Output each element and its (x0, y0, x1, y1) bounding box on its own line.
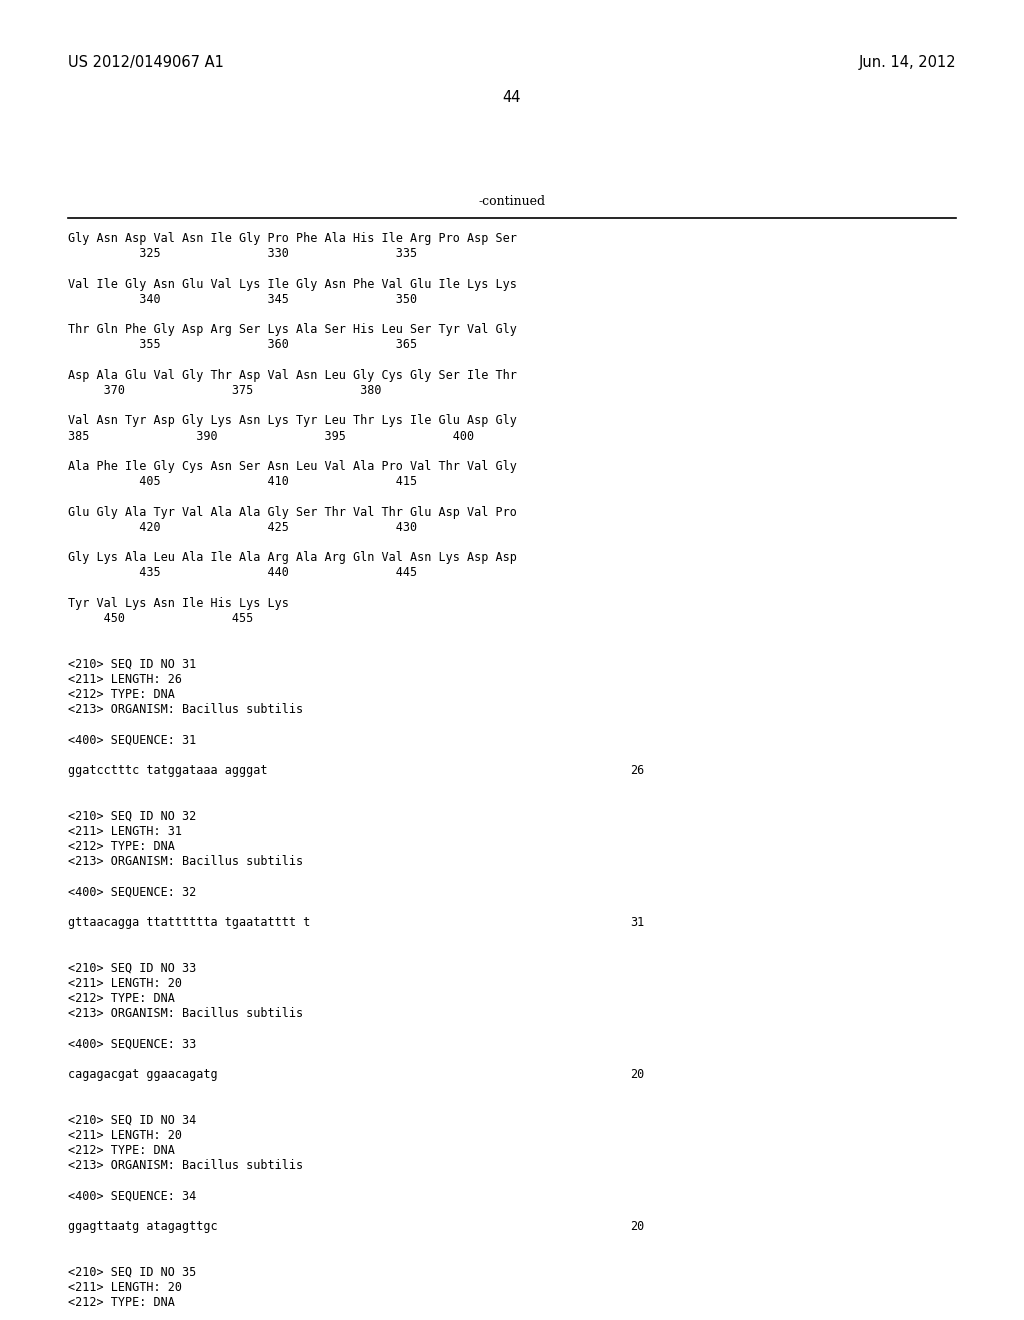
Text: cagagacgat ggaacagatg: cagagacgat ggaacagatg (68, 1068, 218, 1081)
Text: gttaacagga ttatttttta tgaatatttt t: gttaacagga ttatttttta tgaatatttt t (68, 916, 310, 929)
Text: <211> LENGTH: 26: <211> LENGTH: 26 (68, 673, 182, 686)
Text: <210> SEQ ID NO 33: <210> SEQ ID NO 33 (68, 961, 197, 974)
Text: <211> LENGTH: 31: <211> LENGTH: 31 (68, 825, 182, 838)
Text: <213> ORGANISM: Bacillus subtilis: <213> ORGANISM: Bacillus subtilis (68, 1159, 303, 1172)
Text: <213> ORGANISM: Bacillus subtilis: <213> ORGANISM: Bacillus subtilis (68, 1007, 303, 1020)
Text: Tyr Val Lys Asn Ile His Lys Lys: Tyr Val Lys Asn Ile His Lys Lys (68, 597, 289, 610)
Text: <400> SEQUENCE: 34: <400> SEQUENCE: 34 (68, 1189, 197, 1203)
Text: <211> LENGTH: 20: <211> LENGTH: 20 (68, 1129, 182, 1142)
Text: Gly Lys Ala Leu Ala Ile Ala Arg Ala Arg Gln Val Asn Lys Asp Asp: Gly Lys Ala Leu Ala Ile Ala Arg Ala Arg … (68, 552, 517, 564)
Text: <212> TYPE: DNA: <212> TYPE: DNA (68, 993, 175, 1005)
Text: Val Asn Tyr Asp Gly Lys Asn Lys Tyr Leu Thr Lys Ile Glu Asp Gly: Val Asn Tyr Asp Gly Lys Asn Lys Tyr Leu … (68, 414, 517, 428)
Text: Val Ile Gly Asn Glu Val Lys Ile Gly Asn Phe Val Glu Ile Lys Lys: Val Ile Gly Asn Glu Val Lys Ile Gly Asn … (68, 277, 517, 290)
Text: 420               425               430: 420 425 430 (68, 521, 417, 533)
Text: Thr Gln Phe Gly Asp Arg Ser Lys Ala Ser His Leu Ser Tyr Val Gly: Thr Gln Phe Gly Asp Arg Ser Lys Ala Ser … (68, 323, 517, 337)
Text: <210> SEQ ID NO 32: <210> SEQ ID NO 32 (68, 809, 197, 822)
Text: <400> SEQUENCE: 33: <400> SEQUENCE: 33 (68, 1038, 197, 1051)
Text: <213> ORGANISM: Bacillus subtilis: <213> ORGANISM: Bacillus subtilis (68, 855, 303, 869)
Text: 31: 31 (630, 916, 644, 929)
Text: <211> LENGTH: 20: <211> LENGTH: 20 (68, 977, 182, 990)
Text: <213> ORGANISM: Bacillus subtilis: <213> ORGANISM: Bacillus subtilis (68, 704, 303, 717)
Text: <400> SEQUENCE: 32: <400> SEQUENCE: 32 (68, 886, 197, 899)
Text: <210> SEQ ID NO 34: <210> SEQ ID NO 34 (68, 1114, 197, 1126)
Text: 340               345               350: 340 345 350 (68, 293, 417, 306)
Text: US 2012/0149067 A1: US 2012/0149067 A1 (68, 55, 224, 70)
Text: 355               360               365: 355 360 365 (68, 338, 417, 351)
Text: 450               455: 450 455 (68, 612, 253, 624)
Text: Gly Asn Asp Val Asn Ile Gly Pro Phe Ala His Ile Arg Pro Asp Ser: Gly Asn Asp Val Asn Ile Gly Pro Phe Ala … (68, 232, 517, 246)
Text: 325               330               335: 325 330 335 (68, 247, 417, 260)
Text: Jun. 14, 2012: Jun. 14, 2012 (858, 55, 956, 70)
Text: <210> SEQ ID NO 35: <210> SEQ ID NO 35 (68, 1266, 197, 1279)
Text: -continued: -continued (478, 195, 546, 209)
Text: <212> TYPE: DNA: <212> TYPE: DNA (68, 1144, 175, 1158)
Text: ggatcctttc tatggataaа agggat: ggatcctttc tatggataaа agggat (68, 764, 267, 777)
Text: 405               410               415: 405 410 415 (68, 475, 417, 488)
Text: ggagttaatg atagagttgc: ggagttaatg atagagttgc (68, 1220, 218, 1233)
Text: 44: 44 (503, 90, 521, 106)
Text: 20: 20 (630, 1068, 644, 1081)
Text: <212> TYPE: DNA: <212> TYPE: DNA (68, 688, 175, 701)
Text: 26: 26 (630, 764, 644, 777)
Text: Ala Phe Ile Gly Cys Asn Ser Asn Leu Val Ala Pro Val Thr Val Gly: Ala Phe Ile Gly Cys Asn Ser Asn Leu Val … (68, 459, 517, 473)
Text: 385               390               395               400: 385 390 395 400 (68, 429, 474, 442)
Text: Asp Ala Glu Val Gly Thr Asp Val Asn Leu Gly Cys Gly Ser Ile Thr: Asp Ala Glu Val Gly Thr Asp Val Asn Leu … (68, 368, 517, 381)
Text: <212> TYPE: DNA: <212> TYPE: DNA (68, 840, 175, 853)
Text: <212> TYPE: DNA: <212> TYPE: DNA (68, 1296, 175, 1309)
Text: <400> SEQUENCE: 31: <400> SEQUENCE: 31 (68, 734, 197, 747)
Text: 435               440               445: 435 440 445 (68, 566, 417, 579)
Text: <210> SEQ ID NO 31: <210> SEQ ID NO 31 (68, 657, 197, 671)
Text: 20: 20 (630, 1220, 644, 1233)
Text: 370               375               380: 370 375 380 (68, 384, 382, 397)
Text: Glu Gly Ala Tyr Val Ala Ala Gly Ser Thr Val Thr Glu Asp Val Pro: Glu Gly Ala Tyr Val Ala Ala Gly Ser Thr … (68, 506, 517, 519)
Text: <211> LENGTH: 20: <211> LENGTH: 20 (68, 1280, 182, 1294)
